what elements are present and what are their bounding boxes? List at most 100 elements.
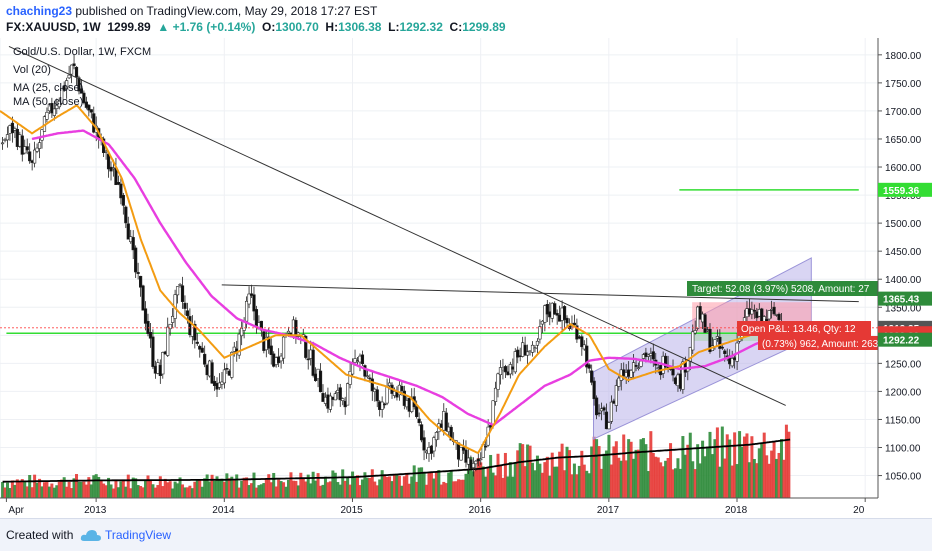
price-tags: 1559.361365.431313.351303.731299.891292.… <box>878 182 932 347</box>
volume-bar <box>439 484 443 498</box>
volume-bar <box>745 433 749 498</box>
volume-bar <box>762 432 766 498</box>
volume-bar <box>1 482 5 498</box>
volume-bar <box>178 477 182 498</box>
volume-bar <box>718 466 722 498</box>
volume-bar <box>447 472 451 498</box>
volume-bar <box>708 431 712 498</box>
candle-body <box>25 146 29 151</box>
author-name[interactable]: chaching23 <box>6 4 73 18</box>
volume-bar <box>738 431 742 498</box>
price-chart[interactable]: Target: 52.08 (3.97%) 5208, Amount: 27 O… <box>0 38 932 518</box>
candle-body <box>74 66 79 78</box>
volume-bar <box>341 469 345 498</box>
volume-bar <box>119 481 123 498</box>
volume-bars <box>1 424 791 498</box>
position-labels[interactable]: Target: 52.08 (3.97%) 5208, Amount: 27 O… <box>687 281 879 350</box>
candle-body <box>365 375 369 378</box>
volume-bar <box>301 478 305 498</box>
volume-bar <box>242 477 246 498</box>
candle-body <box>37 142 42 149</box>
volume-bar <box>750 436 754 498</box>
volume-bar <box>407 483 411 498</box>
candle-body <box>82 92 86 104</box>
volume-bar <box>65 486 69 498</box>
volume-bar <box>50 483 54 498</box>
candle-body <box>595 397 599 416</box>
volume-bar <box>94 474 98 498</box>
volume-bar <box>678 468 682 498</box>
time-tick-label: 2013 <box>84 505 107 516</box>
publish-line: chaching23 published on TradingView.com,… <box>6 4 377 18</box>
volume-bar <box>550 452 554 498</box>
candle-body <box>772 306 776 315</box>
volume-bar <box>614 441 618 498</box>
candle-body <box>175 286 180 296</box>
candle-body <box>636 367 641 369</box>
price-tick-label: 1250.00 <box>885 359 922 370</box>
volume-bar <box>47 486 51 498</box>
stop-zone-box[interactable] <box>692 331 812 341</box>
volume-bar <box>245 477 249 498</box>
volume-bar <box>582 464 586 498</box>
volume-bar <box>385 476 389 498</box>
candle-body <box>575 325 579 340</box>
trend-lines[interactable] <box>8 45 859 406</box>
candle-body <box>131 237 135 251</box>
volume-bar <box>526 444 530 498</box>
volume-bar <box>784 424 788 498</box>
volume-bar <box>193 481 197 498</box>
volume-bar <box>217 480 221 498</box>
symbol-name[interactable]: FX:XAUUSD, 1W <box>6 20 101 34</box>
candle-body <box>459 447 463 461</box>
symbol-line: FX:XAUUSD, 1W 1299.89 ▲ +1.76 (+0.14%) O… <box>6 20 506 34</box>
volume-bar <box>459 479 463 498</box>
volume-bar <box>434 472 438 498</box>
volume-bar <box>286 479 290 498</box>
volume-bar <box>282 482 286 498</box>
volume-bar <box>319 485 323 498</box>
time-axis[interactable]: Apr 2013 2014 2015 2016 2017 2018 20 <box>5 498 866 516</box>
volume-bar <box>351 471 355 498</box>
candle-body <box>634 364 638 367</box>
tradingview-link[interactable]: TradingView <box>105 528 172 542</box>
volume-bar <box>720 426 724 498</box>
volume-bar <box>402 476 406 498</box>
candle-body <box>498 367 503 375</box>
volume-bar <box>476 458 480 498</box>
volume-bar <box>42 482 46 498</box>
legend-ma25: MA (25, close) <box>13 82 83 94</box>
candle-body <box>703 314 707 333</box>
volume-bar <box>747 462 751 498</box>
candle-body <box>503 366 508 373</box>
volume-bar <box>225 473 229 498</box>
volume-bar <box>580 450 584 498</box>
candle-body <box>151 336 155 367</box>
candle-body <box>631 362 636 373</box>
candle-body <box>279 355 283 362</box>
candle-body <box>422 437 426 451</box>
volume-bar <box>701 440 705 498</box>
volume-bar <box>259 484 263 498</box>
candle-body <box>607 422 611 430</box>
volume-bar <box>471 471 475 498</box>
volume-bar <box>57 481 61 498</box>
candle-body <box>166 326 170 356</box>
trend-line[interactable] <box>8 45 786 406</box>
volume-bar <box>77 481 81 498</box>
candle-body <box>493 387 498 402</box>
candle-body <box>461 447 466 451</box>
low-value: 1292.32 <box>399 20 443 34</box>
volume-bar <box>131 477 135 498</box>
candle-body <box>28 151 32 162</box>
volume-bar <box>587 473 591 498</box>
candle-body <box>318 370 323 393</box>
volume-ma-line <box>2 438 791 483</box>
chart-header: chaching23 published on TradingView.com,… <box>0 0 932 38</box>
volume-bar <box>323 476 327 498</box>
candle-body <box>671 368 675 376</box>
volume-bar <box>757 448 761 498</box>
footer-bar: Created with TradingView <box>0 518 932 551</box>
trend-line[interactable] <box>221 284 859 303</box>
volume-bar <box>153 487 157 498</box>
